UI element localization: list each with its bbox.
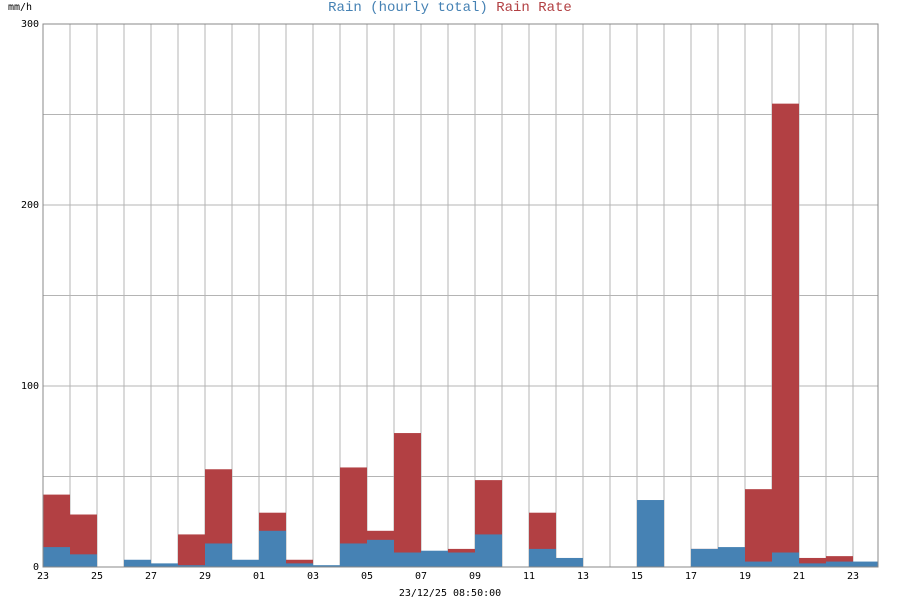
rain-hourly-bar xyxy=(772,552,799,567)
x-tick-label: 23 xyxy=(37,571,49,582)
x-tick-label: 15 xyxy=(631,571,643,582)
x-tick-label: 29 xyxy=(199,571,211,582)
plot-frame xyxy=(42,23,879,568)
rain-hourly-bar xyxy=(556,557,583,567)
rain-hourly-bar xyxy=(43,547,70,567)
x-tick-label: 05 xyxy=(361,571,373,582)
x-tick-label: 11 xyxy=(523,571,535,582)
y-tick-label: 200 xyxy=(21,200,39,211)
rain-hourly-bar xyxy=(799,563,826,567)
rain-hourly-bar xyxy=(340,543,367,567)
rain-hourly-bar xyxy=(151,563,178,567)
x-tick-label: 07 xyxy=(415,571,427,582)
rain-hourly-bar xyxy=(232,559,259,567)
y-tick-label: 100 xyxy=(21,381,39,392)
rain-hourly-bar xyxy=(259,530,286,567)
legend-rain-hourly-total: Rain (hourly total) xyxy=(328,0,488,16)
rain-hourly-bar xyxy=(529,548,556,567)
rain-hourly-bar xyxy=(394,552,421,567)
x-tick-label: 03 xyxy=(307,571,319,582)
x-tick-label: 21 xyxy=(793,571,805,582)
x-tick-label: 25 xyxy=(91,571,103,582)
y-tick-label: 0 xyxy=(33,562,39,573)
chart-legend: Rain (hourly total) Rain Rate xyxy=(0,0,900,16)
rain-rate-bar xyxy=(799,557,826,567)
x-tick-label: 19 xyxy=(739,571,751,582)
rain-hourly-bar xyxy=(286,563,313,567)
x-tick-label: 13 xyxy=(577,571,589,582)
rain-hourly-bar xyxy=(718,547,745,567)
rain-hourly-bar xyxy=(178,565,205,567)
rain-hourly-bar xyxy=(475,534,502,567)
rain-hourly-bar xyxy=(637,500,664,567)
y-tick-label: 300 xyxy=(21,19,39,30)
chart-timestamp: 23/12/25 08:50:00 xyxy=(398,588,502,599)
rain-hourly-bar xyxy=(448,552,475,567)
x-tick-label: 27 xyxy=(145,571,157,582)
x-tick-label: 17 xyxy=(685,571,697,582)
rain-hourly-bar xyxy=(421,550,448,567)
rain-hourly-bar xyxy=(367,539,394,567)
x-tick-label: 09 xyxy=(469,571,481,582)
rain-rate-bar xyxy=(178,534,205,567)
rain-hourly-bar xyxy=(745,561,772,567)
rain-hourly-bar xyxy=(205,543,232,567)
rain-hourly-bar xyxy=(826,561,853,567)
rain-hourly-bar xyxy=(853,561,878,567)
legend-rain-rate: Rain Rate xyxy=(496,0,572,16)
y-axis-unit: mm/h xyxy=(8,2,33,13)
rain-hourly-bar xyxy=(313,565,340,567)
x-tick-label: 23 xyxy=(847,571,859,582)
rain-hourly-bar xyxy=(124,559,151,567)
rain-rate-bar xyxy=(772,103,799,567)
rain-rate-bar xyxy=(745,489,772,567)
rain-hourly-bar xyxy=(691,548,718,567)
rain-rate-bar xyxy=(394,433,421,567)
x-tick-label: 01 xyxy=(253,571,265,582)
rain-hourly-bar xyxy=(70,554,97,567)
